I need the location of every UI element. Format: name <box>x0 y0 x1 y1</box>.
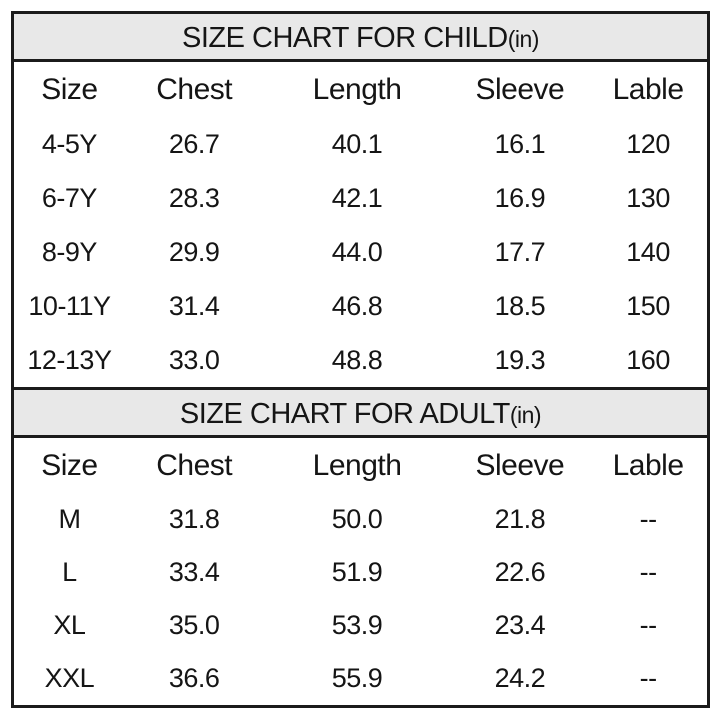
cell-sleeve: 19.3 <box>494 344 546 375</box>
child-header-lable: Lable <box>612 72 684 106</box>
adult-header-lable: Lable <box>612 448 684 482</box>
cell-chest: 35.0 <box>168 610 220 640</box>
cell-size: 12-13Y <box>27 344 112 375</box>
cell-sleeve: 22.6 <box>494 557 546 587</box>
child-table-row: 8-9Y 29.9 44.0 17.7 140 <box>14 225 707 279</box>
adult-table-row: M 31.8 50.0 21.8 -- <box>14 493 707 546</box>
cell-size: 8-9Y <box>41 236 98 267</box>
adult-table-row: L 33.4 51.9 22.6 -- <box>14 546 707 599</box>
child-table-row: 10-11Y 31.4 46.8 18.5 150 <box>14 279 707 333</box>
size-chart: SIZE CHART FOR CHILD (in) Size Chest Leng… <box>11 11 710 708</box>
cell-length: 48.8 <box>331 344 383 375</box>
cell-chest: 31.4 <box>168 290 220 321</box>
cell-sleeve: 18.5 <box>494 290 546 321</box>
child-header-row: Size Chest Length Sleeve Lable <box>14 62 707 117</box>
child-table-row: 6-7Y 28.3 42.1 16.9 130 <box>14 171 707 225</box>
cell-lable: -- <box>639 504 657 534</box>
cell-sleeve: 23.4 <box>494 610 546 640</box>
cell-sleeve: 16.9 <box>494 182 546 213</box>
adult-header-size: Size <box>41 448 98 482</box>
cell-chest: 26.7 <box>168 128 220 159</box>
cell-size: 10-11Y <box>28 290 111 321</box>
adult-header-row: Size Chest Length Sleeve Lable <box>14 438 707 493</box>
cell-chest: 33.4 <box>168 557 220 587</box>
adult-table-row: XL 35.0 53.9 23.4 -- <box>14 599 707 652</box>
child-header-chest: Chest <box>156 72 233 106</box>
cell-length: 55.9 <box>331 663 383 693</box>
cell-length: 50.0 <box>331 504 383 534</box>
cell-length: 42.1 <box>331 182 383 213</box>
cell-length: 46.8 <box>331 290 383 321</box>
cell-lable: 140 <box>626 236 670 267</box>
cell-chest: 29.9 <box>168 236 220 267</box>
cell-lable: -- <box>639 610 657 640</box>
cell-size: XL <box>53 610 86 640</box>
adult-header-chest: Chest <box>156 448 233 482</box>
cell-lable: -- <box>639 663 657 693</box>
cell-lable: 130 <box>626 182 670 213</box>
child-table-row: 12-13Y 33.0 48.8 19.3 160 <box>14 333 707 387</box>
adult-section-title: SIZE CHART FOR ADULT <box>179 398 511 430</box>
cell-size: 4-5Y <box>41 128 98 159</box>
adult-table-row: XXL 36.6 55.9 24.2 -- <box>14 652 707 705</box>
cell-size: L <box>62 557 77 587</box>
cell-length: 40.1 <box>331 128 383 159</box>
child-header-sleeve: Sleeve <box>475 72 565 106</box>
cell-chest: 31.8 <box>168 504 220 534</box>
cell-sleeve: 24.2 <box>494 663 546 693</box>
cell-lable: 160 <box>626 344 670 375</box>
child-section-title-unit: (in) <box>507 26 540 52</box>
cell-sleeve: 17.7 <box>494 236 546 267</box>
cell-length: 44.0 <box>331 236 383 267</box>
cell-lable: 150 <box>626 290 670 321</box>
cell-chest: 33.0 <box>168 344 220 375</box>
cell-size: XXL <box>44 663 95 693</box>
cell-length: 53.9 <box>331 610 383 640</box>
cell-size: M <box>58 504 81 534</box>
adult-header-sleeve: Sleeve <box>475 448 565 482</box>
child-header-length: Length <box>312 72 402 106</box>
cell-sleeve: 21.8 <box>494 504 546 534</box>
adult-section-title-unit: (in) <box>509 402 542 428</box>
child-section-title-bar: SIZE CHART FOR CHILD (in) <box>14 14 707 62</box>
cell-lable: -- <box>639 557 657 587</box>
cell-length: 51.9 <box>331 557 383 587</box>
cell-chest: 28.3 <box>168 182 220 213</box>
child-section-title: SIZE CHART FOR CHILD <box>182 22 508 54</box>
cell-lable: 120 <box>626 128 670 159</box>
child-header-size: Size <box>41 72 98 106</box>
adult-section-title-bar: SIZE CHART FOR ADULT (in) <box>14 387 707 438</box>
cell-size: 6-7Y <box>41 182 98 213</box>
cell-sleeve: 16.1 <box>494 128 546 159</box>
child-table-row: 4-5Y 26.7 40.1 16.1 120 <box>14 117 707 171</box>
adult-header-length: Length <box>312 448 402 482</box>
cell-chest: 36.6 <box>168 663 220 693</box>
